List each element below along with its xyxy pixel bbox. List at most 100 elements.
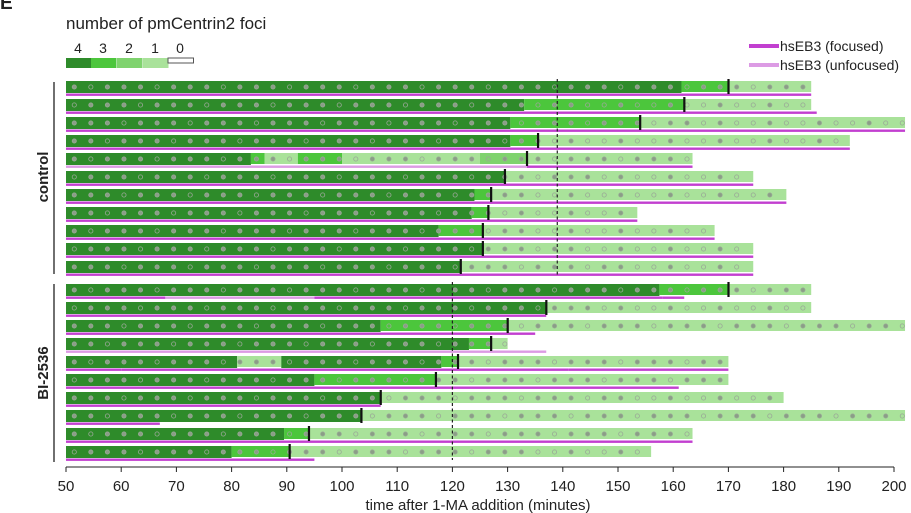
time-point	[104, 174, 110, 180]
time-point	[270, 138, 276, 144]
time-point	[436, 449, 442, 455]
time-point	[402, 102, 408, 108]
time-point	[419, 210, 425, 216]
time-point	[469, 413, 475, 419]
time-point	[187, 228, 193, 234]
time-point	[568, 264, 574, 270]
time-point	[402, 228, 408, 234]
time-point	[386, 156, 392, 162]
time-point	[485, 156, 491, 162]
time-point	[253, 359, 259, 365]
time-point	[237, 341, 243, 347]
time-point	[469, 84, 475, 90]
time-point	[138, 84, 144, 90]
time-point	[568, 359, 574, 365]
time-point	[386, 84, 392, 90]
time-point	[651, 359, 657, 365]
time-point	[767, 395, 773, 401]
time-point	[436, 359, 442, 365]
time-point	[402, 359, 408, 365]
time-point	[336, 323, 342, 329]
x-tick-label: 190	[826, 478, 851, 495]
time-point	[750, 138, 756, 144]
time-point	[618, 305, 624, 311]
time-point	[469, 210, 475, 216]
time-point	[535, 431, 541, 437]
time-point	[485, 174, 491, 180]
time-point	[187, 449, 193, 455]
time-point	[187, 359, 193, 365]
time-point	[353, 120, 359, 126]
eb3-line	[66, 201, 787, 204]
time-point	[88, 287, 94, 293]
time-point	[320, 174, 326, 180]
time-point	[568, 305, 574, 311]
time-point	[518, 413, 524, 419]
time-point	[121, 138, 127, 144]
time-point	[651, 323, 657, 329]
time-point	[353, 246, 359, 252]
foci-segment	[66, 171, 505, 183]
time-point	[601, 305, 607, 311]
time-point	[138, 449, 144, 455]
time-point	[353, 323, 359, 329]
time-point	[601, 174, 607, 180]
time-point	[154, 120, 160, 126]
time-point	[270, 174, 276, 180]
time-point	[485, 359, 491, 365]
time-point	[601, 192, 607, 198]
time-point	[783, 120, 789, 126]
transition-mark	[525, 151, 529, 166]
time-point	[369, 341, 375, 347]
time-point	[866, 413, 872, 419]
foci-segment	[66, 99, 525, 111]
foci-legend-swatch	[143, 58, 169, 68]
foci-segment	[66, 261, 461, 273]
time-point	[386, 413, 392, 419]
time-point	[816, 323, 822, 329]
time-point	[601, 264, 607, 270]
time-point	[204, 413, 210, 419]
time-point	[618, 102, 624, 108]
time-point	[469, 264, 475, 270]
time-point	[303, 156, 309, 162]
time-point	[502, 156, 508, 162]
time-point	[121, 102, 127, 108]
eb3-line	[66, 129, 906, 132]
time-point	[535, 84, 541, 90]
time-point	[585, 138, 591, 144]
time-point	[253, 174, 259, 180]
time-point	[585, 102, 591, 108]
time-point	[717, 323, 723, 329]
time-point	[121, 395, 127, 401]
eb3-line	[66, 147, 850, 150]
time-point	[287, 174, 293, 180]
time-point	[717, 264, 723, 270]
time-point	[287, 395, 293, 401]
time-point	[204, 341, 210, 347]
time-point	[684, 413, 690, 419]
time-point	[552, 246, 558, 252]
time-point	[436, 138, 442, 144]
time-point	[419, 84, 425, 90]
time-point	[270, 192, 276, 198]
time-point	[138, 210, 144, 216]
time-point	[419, 192, 425, 198]
time-point	[651, 192, 657, 198]
time-point	[684, 156, 690, 162]
time-point	[303, 102, 309, 108]
transition-mark	[727, 79, 730, 94]
time-point	[469, 359, 475, 365]
time-point	[568, 246, 574, 252]
eb3-line	[66, 440, 693, 443]
time-point	[104, 323, 110, 329]
time-point	[568, 431, 574, 437]
time-point	[171, 192, 177, 198]
time-point	[253, 246, 259, 252]
time-point	[121, 156, 127, 162]
time-point	[717, 174, 723, 180]
transition-mark	[639, 115, 642, 130]
time-point	[734, 138, 740, 144]
time-point	[386, 210, 392, 216]
time-point	[369, 210, 375, 216]
